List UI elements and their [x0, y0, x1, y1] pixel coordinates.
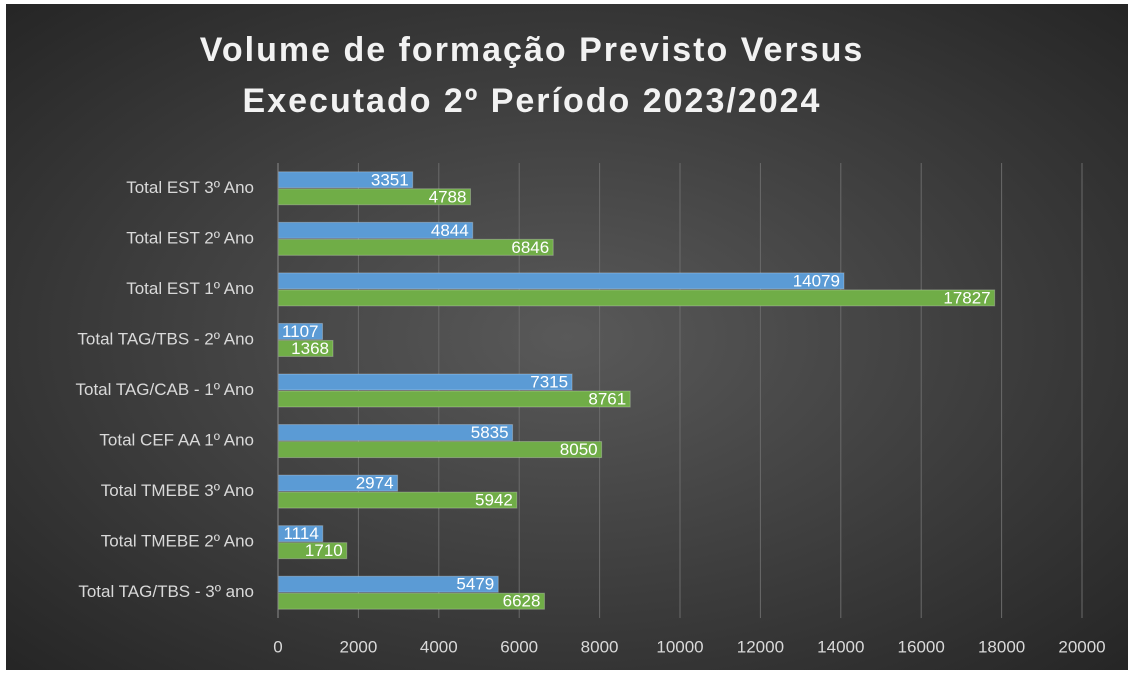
y-tick-label: Total CEF AA 1º Ano [99, 431, 254, 450]
bar [277, 441, 603, 459]
data-label: 3351 [371, 170, 409, 189]
x-tick-label: 14000 [817, 637, 864, 656]
data-label: 1107 [282, 322, 319, 341]
bar [277, 272, 845, 290]
x-tick-label: 18000 [978, 637, 1025, 656]
x-tick-label: 10000 [656, 637, 703, 656]
data-label: 8050 [560, 440, 598, 459]
bar [277, 373, 573, 391]
data-label: 2974 [356, 474, 394, 493]
x-tick-label: 6000 [500, 637, 538, 656]
data-label: 5835 [471, 423, 509, 442]
data-label: 6846 [511, 238, 549, 257]
data-label: 14079 [793, 271, 840, 290]
data-label: 1368 [291, 339, 329, 358]
y-tick-label: Total TAG/CAB - 1º Ano [76, 380, 255, 399]
data-label: 1114 [283, 524, 318, 543]
y-tick-label: Total TAG/TBS - 2º Ano [77, 329, 254, 348]
bar [277, 289, 996, 307]
data-label: 5942 [475, 491, 513, 510]
y-tick-label: Total TAG/TBS - 3º ano [78, 582, 254, 601]
x-tick-label: 16000 [898, 637, 945, 656]
y-tick-label: Total TMEBE 3º Ano [101, 481, 254, 500]
x-tick-label: 4000 [420, 637, 458, 656]
chart-title: Executado 2º Período 2023/2024 [243, 82, 822, 120]
y-tick-label: Total EST 3º Ano [126, 178, 254, 197]
data-label: 1710 [305, 541, 343, 560]
data-label: 5479 [456, 575, 494, 594]
y-tick-label: Total EST 2º Ano [126, 228, 254, 247]
x-tick-label: 2000 [339, 637, 377, 656]
data-label: 4788 [429, 187, 467, 206]
bar [277, 390, 631, 408]
data-label: 6628 [503, 592, 541, 611]
background [6, 4, 1128, 670]
data-label: 4844 [431, 221, 469, 240]
x-tick-label: 8000 [581, 637, 619, 656]
x-tick-label: 20000 [1058, 637, 1105, 656]
y-tick-label: Total TMEBE 2º Ano [101, 532, 254, 551]
chart-title: Volume de formação Previsto Versus [200, 31, 865, 69]
data-label: 7315 [530, 372, 568, 391]
x-tick-label: 12000 [737, 637, 784, 656]
y-tick-label: Total EST 1º Ano [126, 279, 254, 298]
data-label: 8761 [588, 389, 626, 408]
data-label: 17827 [943, 288, 990, 307]
x-tick-label: 0 [273, 637, 282, 656]
